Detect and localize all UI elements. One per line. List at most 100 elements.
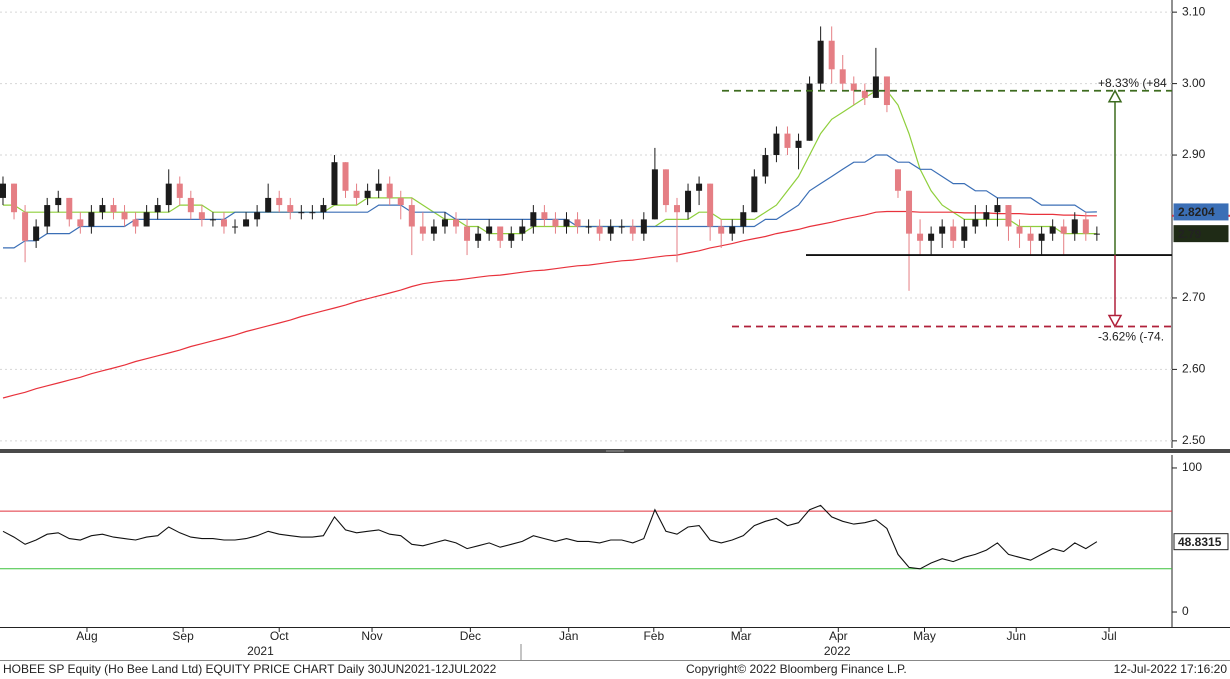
plot-area: +8.33% (+84 -3.62% (-74. [0, 26, 1172, 570]
candle-body [552, 219, 559, 227]
candle-body [673, 205, 680, 213]
candle-body [375, 183, 382, 191]
candle-body [773, 133, 780, 156]
candle-body [740, 212, 747, 227]
candle-body [696, 183, 703, 191]
candle-body [585, 226, 592, 228]
candle-body [88, 212, 95, 227]
candle-body [165, 183, 172, 206]
candle-body [1005, 205, 1012, 227]
candle-body [574, 219, 581, 227]
x-tick-label: Sep [172, 629, 194, 643]
candle-body [596, 226, 603, 234]
candle-body [441, 219, 448, 227]
candle-body [287, 205, 294, 213]
candle-body [839, 69, 846, 84]
candle-body [519, 226, 526, 234]
x-tick-label: Aug [76, 629, 97, 643]
x-tick-label: May [913, 629, 936, 643]
candle-body [662, 169, 669, 206]
candle-body [861, 90, 868, 98]
candle-body [629, 226, 636, 234]
candle-body [751, 176, 758, 213]
candle-body [1038, 233, 1045, 241]
candle-body [77, 219, 84, 227]
candle-body [718, 226, 725, 234]
copyright: Copyright© 2022 Bloomberg Finance L.P. [686, 662, 907, 676]
candle-body [342, 162, 349, 191]
candle-body [917, 233, 924, 241]
x-tick-label: Jun [1007, 629, 1026, 643]
candle-body [0, 183, 6, 198]
candle-body [298, 212, 305, 214]
candle-body [872, 76, 879, 98]
candle-body [817, 40, 824, 84]
candle-body [994, 205, 1001, 213]
candle-body [220, 219, 227, 227]
candle-body [828, 40, 835, 70]
candle-body [607, 226, 614, 234]
lower-label: -3.62% (-74. [1098, 330, 1164, 344]
year-label: 2021 [247, 644, 274, 658]
y-tick-label: 2.50 [1182, 433, 1206, 447]
footer-title: HOBEE SP Equity (Ho Bee Land Ltd) EQUITY… [3, 662, 497, 676]
moving-average [3, 90, 1097, 235]
rsi-tick-label: 100 [1182, 460, 1202, 474]
y-tick-label: 3.00 [1182, 76, 1206, 90]
upper-label: +8.33% (+84 [1098, 76, 1167, 90]
candle-body [187, 197, 194, 213]
candle-body [497, 226, 504, 241]
candle-body [55, 197, 62, 206]
upper-arrowhead [1107, 89, 1123, 103]
candle-body [408, 205, 415, 227]
candle-body [320, 205, 327, 213]
candle-body [618, 226, 625, 228]
last-price-label: 2.79 [1178, 227, 1202, 241]
candle-body [563, 219, 570, 227]
x-tick-label: Mar [731, 629, 752, 643]
x-tick-label: Feb [643, 629, 664, 643]
x-tick-label: Dec [460, 629, 481, 643]
candle-body [906, 190, 913, 234]
candle-body [66, 197, 73, 220]
timestamp: 12-Jul-2022 17:16:20 [1114, 662, 1228, 676]
candle-body [110, 205, 117, 213]
candle-body [364, 190, 371, 198]
candle-body [176, 183, 183, 198]
candle-body [784, 133, 791, 148]
candle-body [939, 226, 946, 234]
candle-body [243, 219, 250, 227]
x-tick-label: Jul [1101, 629, 1116, 643]
candle-body [1027, 233, 1034, 241]
candle-body [651, 169, 658, 220]
candle-body [309, 212, 316, 214]
candle-body [983, 212, 990, 220]
x-tick-label: Apr [829, 629, 848, 643]
candle-body [11, 183, 18, 213]
moving-average [2, 210, 1097, 399]
y-tick-label: 2.90 [1182, 147, 1206, 161]
candle-body [508, 233, 515, 241]
y-tick-label: 3.10 [1182, 4, 1206, 18]
rsi-line [2, 504, 1098, 570]
y-tick-label: 2.70 [1182, 290, 1206, 304]
candle-body [707, 183, 714, 227]
candle-body [121, 212, 128, 220]
candle-body [44, 205, 51, 227]
candle-body [729, 226, 736, 234]
candle-body [894, 169, 901, 191]
candle-body [795, 140, 802, 148]
candle-body [386, 183, 393, 198]
moving-average [3, 154, 1097, 249]
ma-last-label: 2.8204 [1178, 205, 1215, 219]
candle-body [33, 226, 40, 241]
candle-body [154, 205, 161, 213]
candle-body [209, 219, 216, 221]
candle-body [198, 212, 205, 220]
year-label: 2022 [824, 644, 851, 658]
candle-body [806, 83, 813, 141]
candle-body [486, 226, 493, 234]
candle-body [397, 197, 404, 206]
